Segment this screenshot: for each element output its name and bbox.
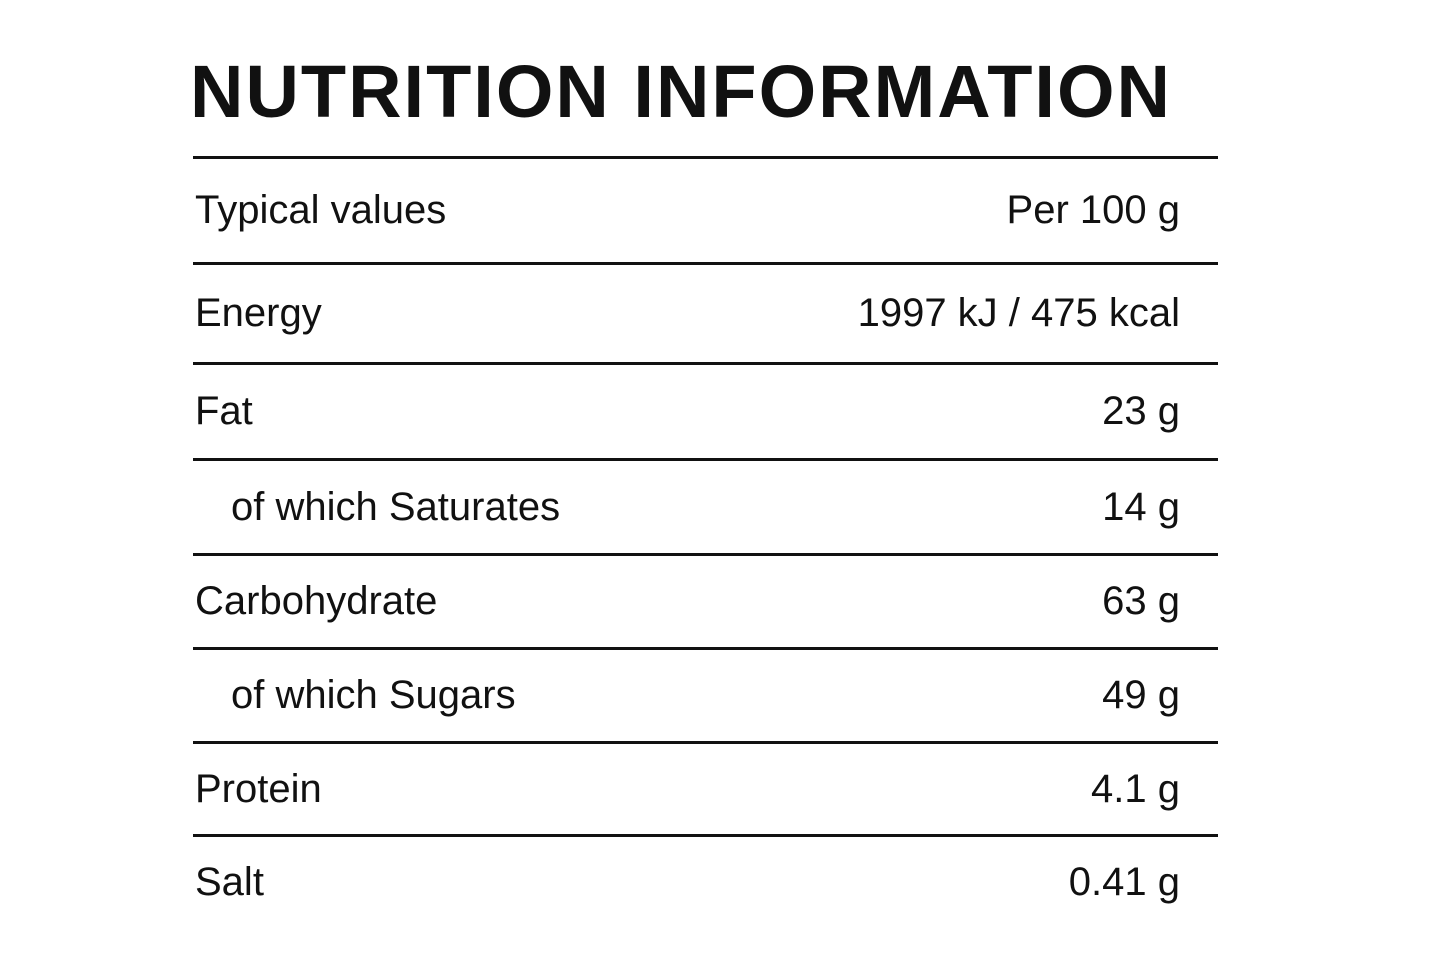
nutrient-label: Energy (195, 291, 322, 335)
nutrient-value: 1997 kJ / 475 kcal (857, 291, 1180, 335)
nutrient-value: 49 g (1102, 673, 1180, 717)
nutrient-label: Fat (195, 389, 253, 433)
table-row: Energy 1997 kJ / 475 kcal (193, 265, 1218, 365)
table-row: of which Saturates 14 g (193, 461, 1218, 556)
nutrient-label: Carbohydrate (195, 579, 438, 623)
nutrient-label: Typical values (195, 188, 447, 232)
nutrient-label: Salt (195, 859, 264, 904)
title: NUTRITION INFORMATION (190, 50, 1172, 133)
nutrient-value: 0.41 g (1068, 859, 1180, 904)
nutrient-label: of which Sugars (231, 673, 516, 717)
table-row: Carbohydrate 63 g (193, 556, 1218, 650)
header-row: Typical values Per 100 g (193, 159, 1218, 265)
table-row: Fat 23 g (193, 365, 1218, 461)
nutrient-value: 23 g (1102, 389, 1180, 433)
nutrient-label: of which Saturates (231, 484, 561, 529)
nutrient-label: Protein (195, 766, 322, 811)
table-row: of which Sugars 49 g (193, 650, 1218, 744)
table-row: Protein 4.1 g (193, 744, 1218, 837)
nutrient-value: Per 100 g (1006, 188, 1180, 232)
nutrition-table: Typical values Per 100 g Energy 1997 kJ / 4… (193, 156, 1218, 927)
nutrient-value: 63 g (1102, 579, 1180, 623)
nutrient-value: 4.1 g (1091, 766, 1180, 811)
table-row: Salt 0.41 g (193, 837, 1218, 927)
nutrient-value: 14 g (1102, 484, 1180, 529)
